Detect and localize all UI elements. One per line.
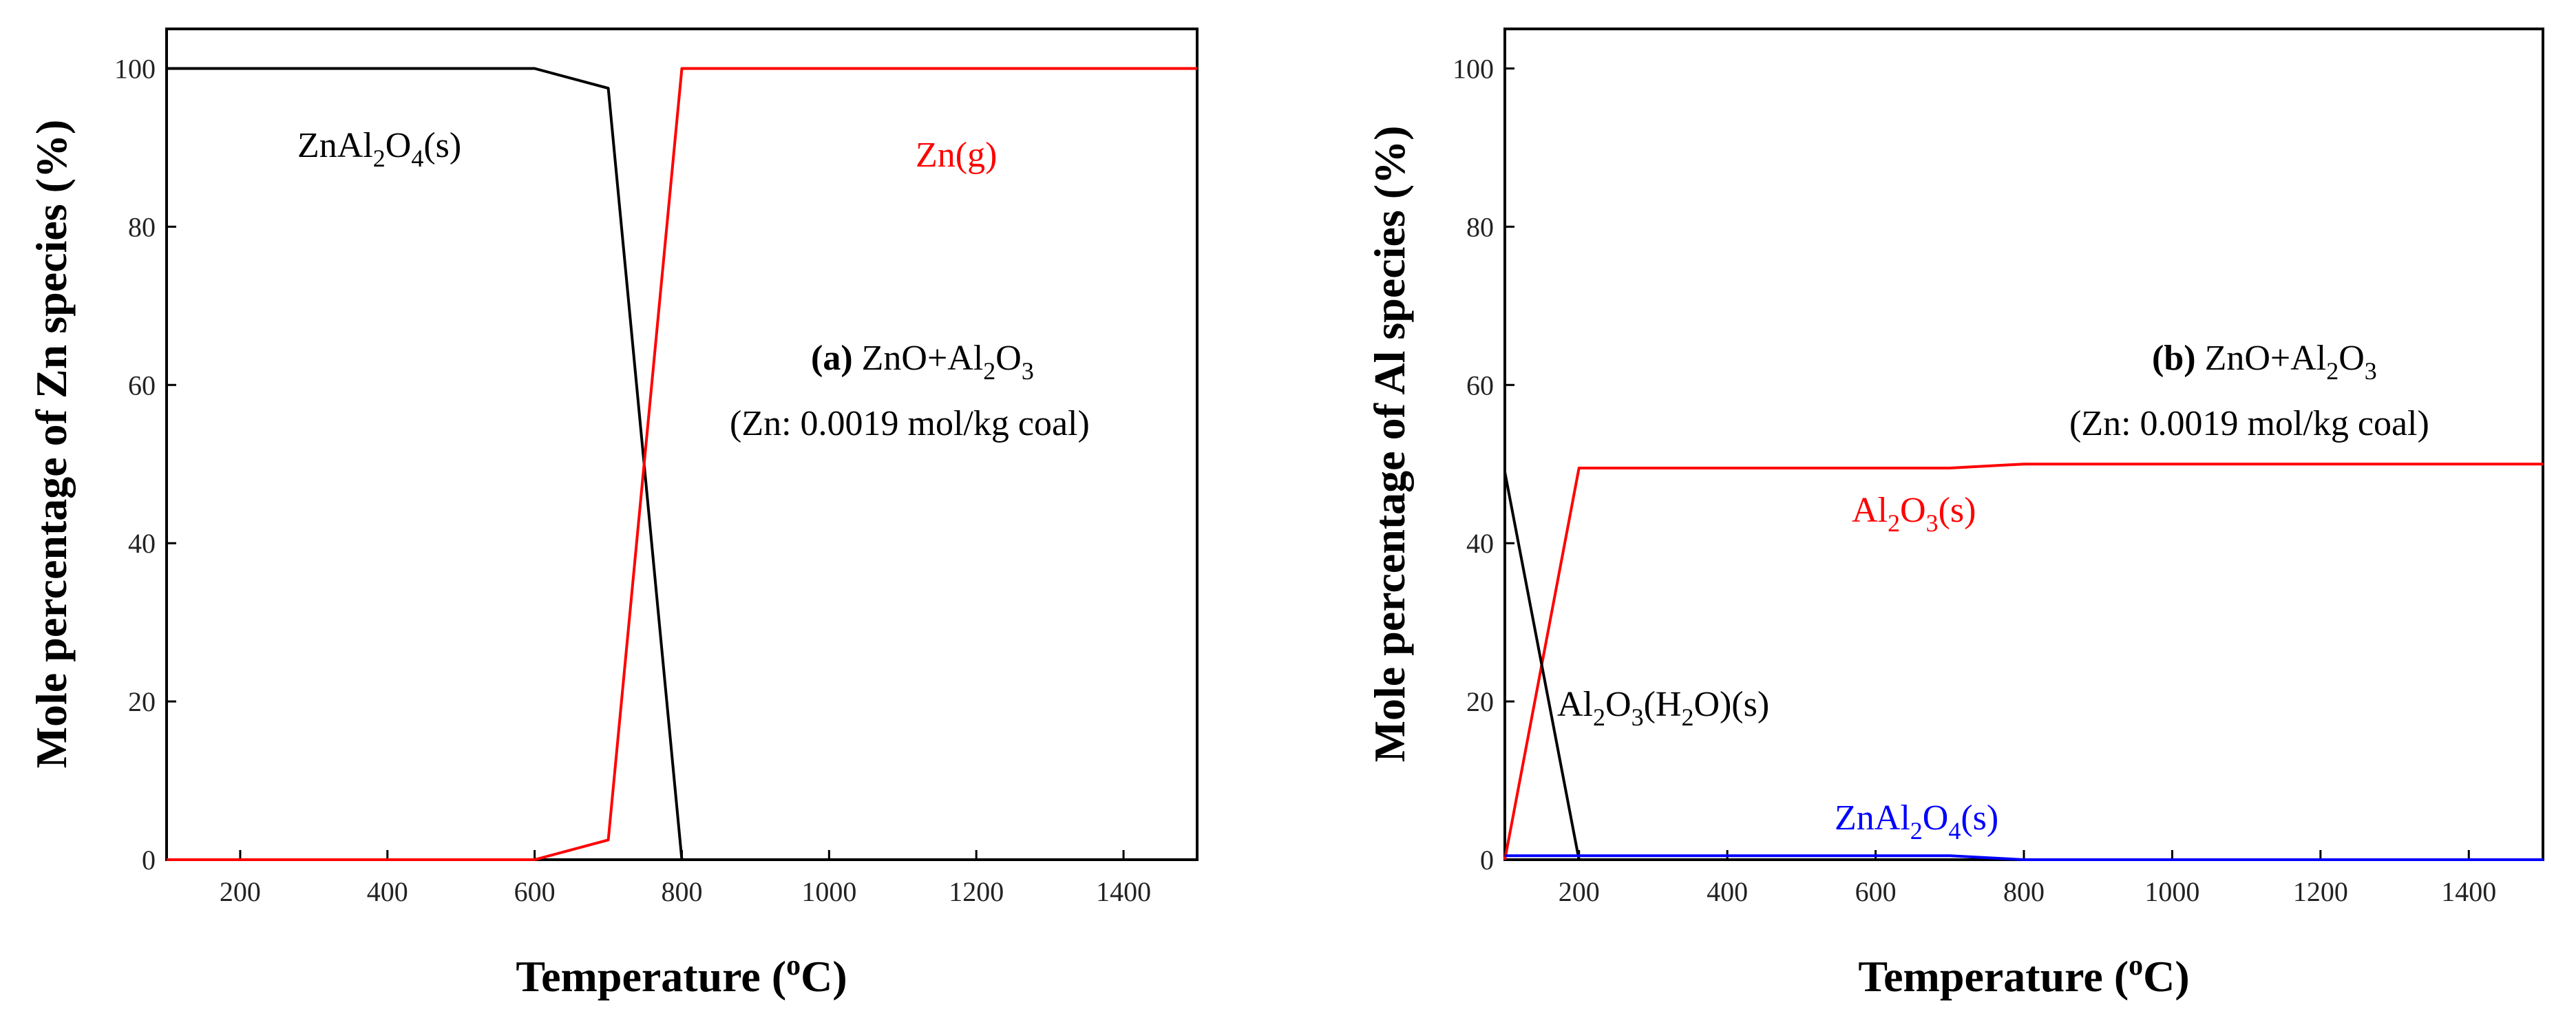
x-tick-label: 600: [1855, 876, 1897, 907]
y-tick-label: 60: [1466, 370, 1494, 401]
y-tick-label: 80: [128, 211, 156, 242]
x-axis-ticks: 200 400 600 800 1000 1200 1400: [1559, 850, 2496, 907]
y-tick-label: 40: [1466, 528, 1494, 559]
x-tick-label: 1000: [2144, 876, 2199, 907]
y-axis-ticks: 0 20 40 60 80 100: [1453, 53, 1514, 876]
x-tick-label: 1200: [2293, 876, 2348, 907]
x-tick-label: 600: [514, 876, 556, 907]
y-axis-title: Mole percentage of Al species (%): [1365, 126, 1414, 763]
x-tick-label: 1400: [2441, 876, 2496, 907]
panel-note-system: (a) ZnO+Al2O3: [811, 339, 1034, 385]
y-tick-label: 20: [1466, 686, 1494, 717]
series-line-znal2o4-s: [1505, 854, 2543, 861]
x-tick-label: 1000: [801, 876, 856, 907]
x-tick-label: 1400: [1096, 876, 1151, 907]
x-tick-label: 800: [2003, 876, 2045, 907]
y-tick-label: 100: [114, 53, 156, 84]
chart-panel-b: 0 20 40 60 80 100 200 400 600 800 1000 1200 1400 Te…: [1365, 28, 2544, 1001]
x-axis-title: Temperature (oC): [1858, 950, 2189, 1001]
x-axis-title: Temperature (oC): [516, 950, 847, 1001]
series-label-al2o3-h2o: Al2O3(H2O)(s): [1557, 685, 1769, 731]
y-tick-label: 20: [128, 686, 156, 717]
x-axis-ticks: 200 400 600 800 1000 1200 1400: [220, 850, 1151, 907]
panel-letter: (b): [2152, 339, 2196, 378]
x-tick-label: 400: [1707, 876, 1748, 907]
series-group: [1503, 463, 2543, 861]
series-group: [167, 67, 1197, 861]
x-tick-label: 200: [220, 876, 261, 907]
y-axis-ticks: 0 20 40 60 80 100: [114, 53, 176, 876]
x-tick-label: 200: [1559, 876, 1600, 907]
y-tick-label: 60: [128, 370, 156, 401]
panel-note-system: (b) ZnO+Al2O3: [2152, 339, 2377, 385]
x-tick-label: 400: [367, 876, 408, 907]
series-line-al2o3-h2o-s: [1503, 471, 2543, 861]
series-label-znal2o4: ZnAl2O4(s): [1835, 798, 1998, 845]
y-tick-label: 0: [1480, 845, 1494, 876]
y-axis-title: Mole percentage of Zn species (%): [27, 120, 76, 769]
x-tick-label: 800: [662, 876, 703, 907]
panel-letter: (a): [811, 339, 853, 378]
y-tick-label: 100: [1453, 53, 1494, 84]
panel-note-condition: (Zn: 0.0019 mol/kg coal): [2069, 404, 2429, 443]
series-line-al2o3-s: [1503, 463, 2543, 860]
series-line-zn-g: [167, 67, 1197, 861]
y-tick-label: 40: [128, 528, 156, 559]
y-tick-label: 0: [142, 845, 156, 876]
series-label-zn-g: Zn(g): [916, 136, 997, 175]
plot-frame: [1503, 28, 2544, 861]
series-label-al2o3: Al2O3(s): [1852, 491, 1976, 537]
y-tick-label: 80: [1466, 211, 1494, 242]
panel-note-condition: (Zn: 0.0019 mol/kg coal): [730, 404, 1090, 443]
x-tick-label: 1200: [949, 876, 1004, 907]
series-label-znal2o4: ZnAl2O4(s): [297, 126, 461, 172]
chart-panel-a: 0 20 40 60 80 100 200 400 600 800 1000 1200 1400 Te…: [27, 28, 1199, 1001]
series-line-znal2o4-s: [167, 67, 1197, 861]
